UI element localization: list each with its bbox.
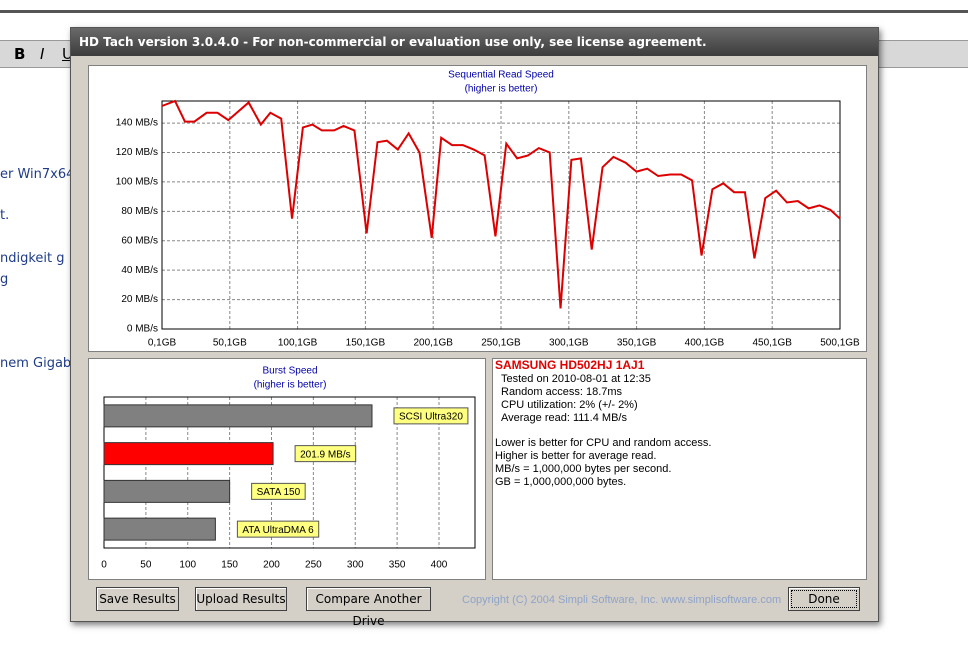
- note-line: GB = 1,000,000,000 bytes.: [495, 476, 627, 488]
- window-title: HD Tach version 3.0.4.0 - For non-commer…: [71, 28, 878, 56]
- note-line: MB/s = 1,000,000 bytes per second.: [495, 463, 672, 475]
- page-text: ndigkeit g: [0, 251, 65, 266]
- page-rule: [0, 10, 968, 13]
- note-line: Lower is better for CPU and random acces…: [495, 437, 712, 449]
- italic-button[interactable]: I: [40, 45, 45, 63]
- compare-button[interactable]: Compare Another Drive: [306, 587, 431, 628]
- upload-button[interactable]: Upload Results: [195, 587, 287, 611]
- bold-button[interactable]: B: [14, 45, 26, 63]
- info-line: CPU utilization: 2% (+/- 2%): [501, 399, 638, 411]
- page-text: nem Gigab: [0, 356, 72, 371]
- done-button[interactable]: Done: [788, 587, 860, 611]
- burst-panel: [88, 358, 486, 580]
- underline-button[interactable]: U: [62, 45, 73, 63]
- note-line: Higher is better for average read.: [495, 450, 657, 462]
- drive-name: SAMSUNG HD502HJ 1AJ1: [495, 358, 645, 372]
- save-button[interactable]: Save Results: [96, 587, 179, 611]
- info-line: Average read: 111.4 MB/s: [501, 412, 627, 424]
- page-text: g: [0, 272, 9, 287]
- page-text: er Win7x64: [0, 167, 75, 182]
- info-line: Tested on 2010-08-01 at 12:35: [501, 373, 651, 385]
- window: HD Tach version 3.0.4.0 - For non-commer…: [70, 27, 879, 628]
- read-panel: [88, 65, 867, 352]
- info-line: Random access: 18.7ms: [501, 386, 623, 398]
- info-panel: [492, 358, 867, 580]
- page-text: t.: [0, 208, 10, 223]
- copyright: Copyright (C) 2004 Simpli Software, Inc.…: [462, 594, 782, 606]
